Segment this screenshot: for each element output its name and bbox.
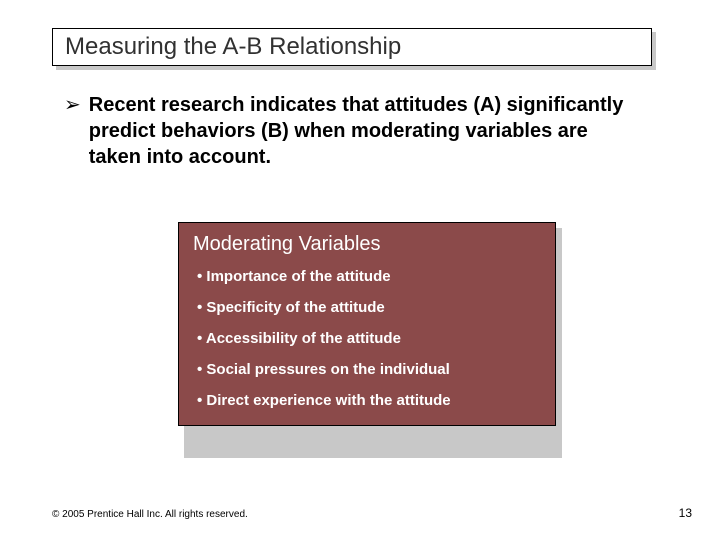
box-item: • Accessibility of the attitude (193, 330, 541, 347)
box-item: • Importance of the attitude (193, 268, 541, 285)
bullet-marker-icon: ➢ (64, 92, 81, 118)
moderating-box-container: Moderating Variables • Importance of the… (178, 222, 556, 426)
box-item: • Direct experience with the attitude (193, 392, 541, 409)
box-item: • Social pressures on the individual (193, 361, 541, 378)
main-bullet-text: Recent research indicates that attitudes… (89, 92, 644, 170)
box-item: • Specificity of the attitude (193, 299, 541, 316)
slide-title-container: Measuring the A-B Relationship (52, 28, 652, 66)
moderating-variables-box: Moderating Variables • Importance of the… (178, 222, 556, 426)
box-item-text: Importance of the attitude (206, 268, 390, 285)
box-item-text: Accessibility of the attitude (206, 330, 401, 347)
slide-title: Measuring the A-B Relationship (65, 33, 401, 61)
box-item-text: Direct experience with the attitude (206, 392, 450, 409)
box-item-text: Specificity of the attitude (206, 299, 384, 316)
copyright-text: © 2005 Prentice Hall Inc. All rights res… (52, 509, 248, 520)
main-bullet: ➢ Recent research indicates that attitud… (64, 92, 644, 170)
box-item-text: Social pressures on the individual (206, 361, 449, 378)
page-number: 13 (679, 506, 692, 520)
box-title: Moderating Variables (193, 233, 541, 256)
title-box: Measuring the A-B Relationship (52, 28, 652, 66)
